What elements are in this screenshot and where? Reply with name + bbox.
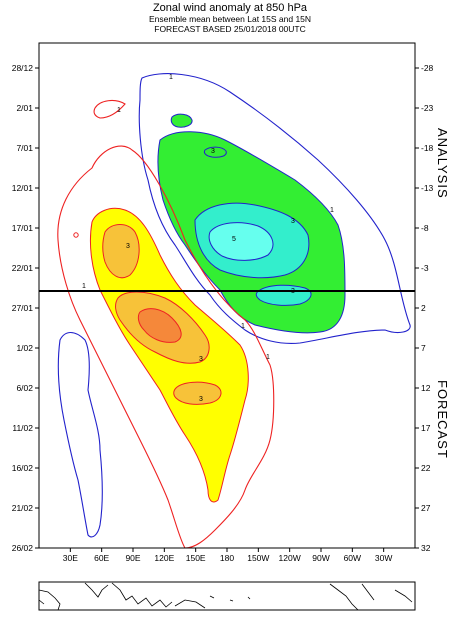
map-frame: [38, 581, 416, 611]
clabel-pos1-right: 1: [266, 354, 270, 361]
x-axis-ticks: 30E 60E 90E 120E 150E 180 150W 120W 90W 60W 30W: [63, 548, 392, 563]
y-left-tick-label: 16/02: [12, 463, 34, 473]
clabel-neg1-top: 1: [169, 74, 173, 81]
y-left-tick-label: 6/02: [16, 383, 33, 393]
fill-pos3-c: [173, 381, 222, 405]
clabel-neg3-b: 3: [291, 218, 295, 225]
fill-pos5-core: [137, 308, 182, 343]
y-left-tick-label: 27/01: [12, 303, 34, 313]
clabel-neg1-bottom: 1: [241, 323, 245, 330]
x-tick-label: 60W: [344, 553, 361, 563]
y-right-tick-label: 2: [421, 303, 426, 313]
contour-pos1-dot: [73, 232, 79, 238]
y-left-tick-label: 12/01: [12, 183, 34, 193]
x-tick-label: 90W: [312, 553, 329, 563]
y-left-tick-label: 2/01: [16, 103, 33, 113]
fill-pos3-a: [102, 224, 140, 279]
y-left-tick-label: 17/01: [12, 223, 34, 233]
y-right-tick-label: -28: [421, 63, 434, 73]
chart-subtitle: Ensemble mean between Lat 15S and 15N: [148, 14, 312, 24]
y-right-tick-label: 7: [421, 343, 426, 353]
map-coastline-africa: [38, 589, 61, 611]
fill-neg5-core: [208, 222, 274, 261]
map-coastline-americas: [329, 583, 375, 611]
y-right-tick-label: -8: [421, 223, 429, 233]
y-right-tick-label: 22: [421, 463, 431, 473]
x-tick-label: 150W: [247, 553, 269, 563]
y-axis-left-ticks: 28/12 2/01 7/01 12/01 17/01 22/01 27/01 1/02 6/0…: [12, 63, 39, 553]
y-right-tick-label: -3: [421, 263, 429, 273]
x-tick-label: 120E: [154, 553, 174, 563]
y-right-tick-label: -18: [421, 143, 434, 153]
y-right-tick-label: -23: [421, 103, 434, 113]
y-right-tick-label: -13: [421, 183, 434, 193]
y-left-tick-label: 11/02: [12, 423, 33, 433]
y-right-tick-label: 32: [421, 543, 431, 553]
x-tick-label: 120W: [279, 553, 301, 563]
fill-neg3-cyan-b: [255, 284, 312, 306]
x-tick-label: 180: [220, 553, 234, 563]
y-left-tick-label: 1/02: [16, 343, 33, 353]
fill-neg1-patch: [170, 113, 193, 128]
title-block: Zonal wind anomaly at 850 hPa Ensemble m…: [0, 0, 460, 34]
y-left-tick-label: 28/12: [12, 63, 34, 73]
y-left-tick-label: 26/02: [12, 543, 34, 553]
y-right-tick-label: 27: [421, 503, 431, 513]
x-tick-label: 90E: [125, 553, 140, 563]
x-tick-label: 150E: [186, 553, 206, 563]
map-coastline-brazil: [394, 589, 413, 603]
x-tick-label: 60E: [94, 553, 109, 563]
clabel-neg5: 5: [232, 236, 236, 243]
y-right-tick-label: 12: [421, 383, 431, 393]
forecast-label: FORECAST: [435, 380, 450, 459]
contour-pos1-outer: [93, 99, 126, 119]
contour-neg1-left: [57, 331, 103, 538]
clabel-pos1-left-b: 1: [82, 283, 86, 290]
chart-title: Zonal wind anomaly at 850 hPa: [152, 2, 308, 14]
fill-neg3-cyan-c: [203, 146, 227, 158]
map-coastline-australia: [174, 599, 206, 609]
map-coastline-india: [84, 582, 109, 598]
clabel-pos3-c: 3: [199, 396, 203, 403]
contour-field: [57, 73, 411, 548]
analysis-label: ANALYSIS: [435, 128, 450, 199]
contour-pos1-main: [57, 145, 275, 548]
y-left-tick-label: 7/01: [16, 143, 33, 153]
map-coastline-asia: [111, 582, 173, 608]
y-left-tick-label: 22/01: [12, 263, 34, 273]
x-tick-label: 30W: [375, 553, 392, 563]
clabel-pos3-b: 3: [199, 356, 203, 363]
clabel-neg1-right: 1: [330, 207, 334, 214]
map-coastline-islands: [209, 595, 251, 602]
clabel-neg3-a: 3: [211, 148, 215, 155]
contour-neg1-outer: [138, 73, 411, 344]
forecast-base-line: FORECAST BASED 25/01/2018 00UTC: [154, 24, 306, 34]
clabel-pos3-a: 3: [126, 243, 130, 250]
y-right-tick-label: 17: [421, 423, 431, 433]
world-map-strip: [38, 581, 416, 611]
x-tick-label: 30E: [63, 553, 78, 563]
clabel-pos1-left: 1: [117, 107, 121, 114]
y-left-tick-label: 21/02: [12, 503, 34, 513]
